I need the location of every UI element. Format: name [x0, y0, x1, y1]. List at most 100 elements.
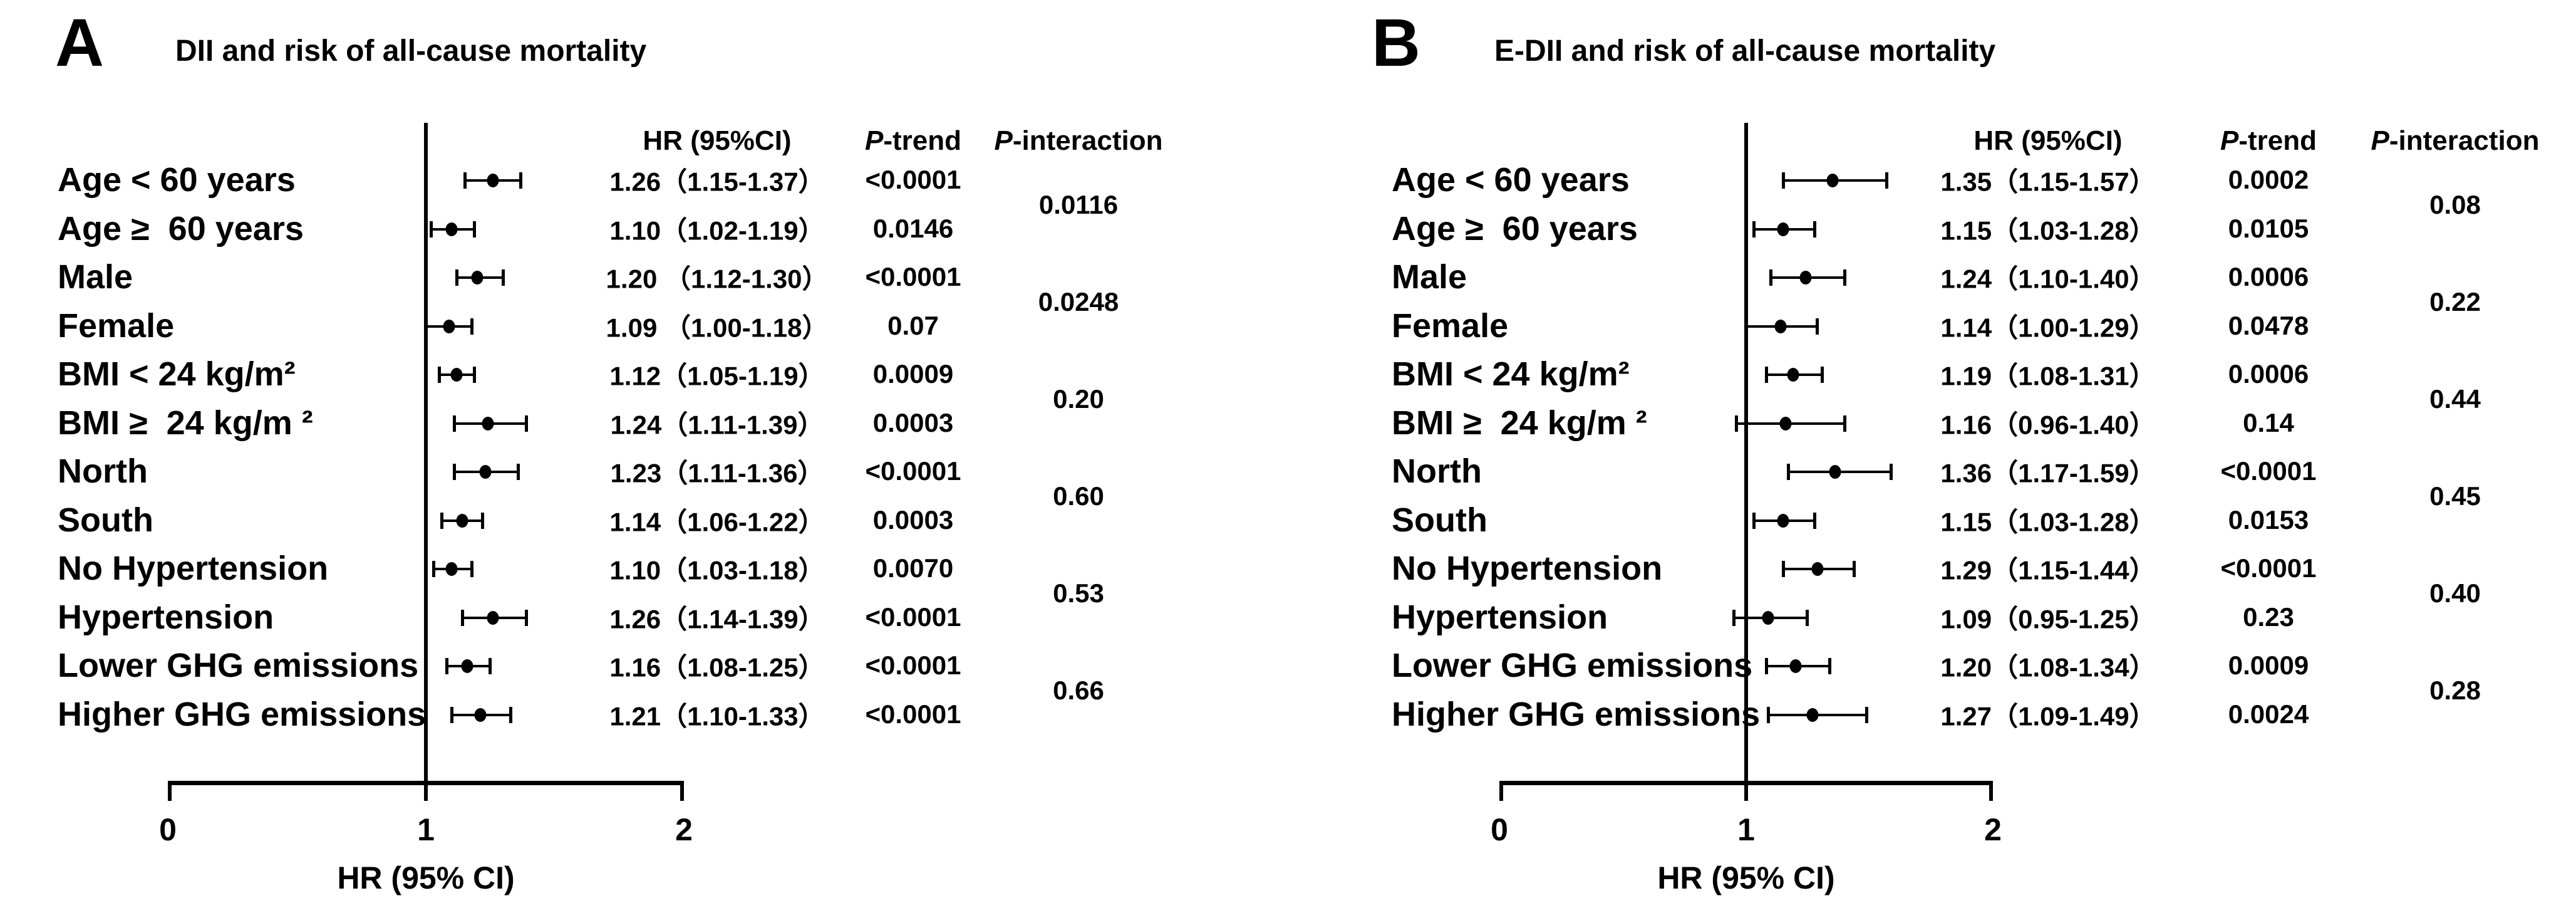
ci-upper-cap: [517, 464, 520, 480]
ci-lower-cap: [1767, 706, 1771, 723]
subgroup-label: BMI ≥ 24 kg/m ²: [1392, 404, 1647, 442]
point-estimate-marker: [1806, 707, 1819, 722]
p-trend-value: 0.0002: [2228, 165, 2309, 195]
subgroup-label: Age ≥ 60 years: [1392, 209, 1638, 248]
ci-upper-cap: [1816, 318, 1819, 335]
ci-upper-cap: [473, 367, 477, 383]
hr-ci-value: 1.14（1.00-1.29）: [1940, 312, 2156, 342]
hr-ci-value: 1.12（1.05-1.19）: [609, 361, 825, 391]
column-header-p-interaction: P-interaction: [995, 125, 1163, 157]
point-estimate-marker: [445, 562, 458, 576]
point-estimate-marker: [1811, 562, 1824, 576]
ci-lower-cap: [445, 658, 448, 674]
ci-upper-cap: [1885, 172, 1888, 189]
subgroup-label: North: [1392, 452, 1482, 490]
point-estimate-marker: [443, 319, 455, 333]
column-header-hr-ci: HR (95%CI): [1973, 125, 2123, 156]
p-trend-value: 0.0009: [872, 359, 954, 389]
point-estimate-marker: [474, 707, 486, 722]
subgroup-label: BMI < 24 kg/m²: [58, 355, 296, 393]
subgroup-label: BMI < 24 kg/m²: [1392, 355, 1630, 393]
ci-upper-cap: [1843, 269, 1846, 286]
point-estimate-marker: [487, 610, 499, 625]
p-trend-value: <0.0001: [2220, 553, 2317, 583]
ci-lower-cap: [460, 609, 464, 626]
hr-ci-value: 1.16（0.96-1.40）: [1940, 409, 2156, 439]
ci-upper-cap: [470, 318, 474, 335]
hr-ci-value: 1.16（1.08-1.25）: [609, 652, 825, 682]
p-trend-value: 0.0006: [2228, 262, 2309, 292]
p-trend-value: <0.0001: [865, 262, 961, 292]
point-estimate-marker: [1777, 513, 1789, 528]
ci-upper-cap: [1828, 658, 1831, 674]
p-interaction-italic-p: P: [2371, 125, 2389, 156]
axis-tick-label-0: 0: [159, 812, 177, 847]
subgroup-label: Age < 60 years: [58, 160, 296, 199]
subgroup-label: BMI ≥ 24 kg/m ²: [58, 404, 313, 442]
panel-title: E-DII and risk of all-cause mortality: [1494, 34, 1996, 68]
ci-upper-cap: [524, 415, 528, 432]
ci-lower-cap: [1764, 367, 1768, 383]
p-trend-italic-p: P: [864, 125, 884, 156]
hr-ci-value: 1.10（1.03-1.18）: [609, 555, 825, 585]
subgroup-label: Lower GHG emissions: [1392, 646, 1753, 684]
ci-upper-cap: [470, 561, 474, 577]
column-header-hr-ci: HR (95%CI): [643, 125, 792, 156]
hr-ci-value: 1.19（1.08-1.31）: [1940, 361, 2156, 391]
subgroup-label: South: [1392, 501, 1487, 539]
axis-tick-label-1: 1: [1737, 812, 1755, 847]
ci-upper-cap: [1843, 415, 1846, 432]
reference-line-hr-1: [424, 123, 428, 783]
hr-ci-value: 1.15（1.03-1.28）: [1940, 215, 2156, 245]
p-trend-value: 0.0478: [2228, 310, 2309, 340]
axis-tick-2: [1989, 781, 1993, 801]
ci-lower-cap: [455, 269, 459, 286]
axis-tick-1: [424, 781, 428, 801]
ci-lower-cap: [1786, 464, 1790, 480]
hr-ci-value: 1.10（1.02-1.19）: [609, 215, 825, 245]
p-interaction-value: 0.08: [2429, 189, 2481, 219]
p-interaction-value: 0.0116: [1038, 189, 1119, 219]
p-trend-value: 0.0070: [872, 553, 954, 583]
point-estimate-marker: [450, 368, 463, 382]
axis-tick-0: [1499, 781, 1503, 801]
ci-upper-cap: [519, 172, 523, 189]
ci-lower-cap: [453, 464, 457, 480]
p-trend-value: 0.0006: [2228, 359, 2309, 389]
hr-ci-value: 1.20（1.08-1.34）: [1940, 652, 2156, 682]
hr-ci-value: 1.29（1.15-1.44）: [1940, 555, 2156, 585]
p-trend-value: 0.07: [887, 310, 939, 340]
p-trend-value: <0.0001: [865, 699, 961, 729]
hr-ci-value: 1.09 （1.00-1.18）: [606, 312, 829, 342]
hr-ci-value: 1.27（1.09-1.49）: [1940, 701, 2156, 731]
column-header-p-interaction: P-interaction: [2371, 125, 2540, 157]
point-estimate-marker: [1779, 416, 1792, 431]
ci-upper-cap: [1865, 706, 1869, 723]
p-trend-value: 0.0105: [2228, 213, 2309, 243]
p-trend-value: 0.0024: [2228, 699, 2309, 729]
p-interaction-value: 0.53: [1053, 578, 1104, 608]
ci-upper-cap: [1813, 512, 1817, 529]
p-trend-value: <0.0001: [2220, 456, 2317, 486]
hr-ci-value: 1.20 （1.12-1.30）: [606, 264, 829, 294]
ci-lower-cap: [1782, 561, 1786, 577]
point-estimate-marker: [1787, 368, 1799, 382]
ci-upper-cap: [488, 658, 492, 674]
p-trend-value: <0.0001: [865, 602, 961, 632]
subgroup-label: No Hypertension: [58, 549, 329, 587]
subgroup-label: Age < 60 years: [1392, 160, 1630, 199]
point-estimate-marker: [456, 513, 468, 528]
subgroup-label: Hypertension: [1392, 598, 1608, 636]
subgroup-label: Female: [1392, 306, 1509, 345]
ci-lower-cap: [437, 367, 441, 383]
subgroup-label: Hypertension: [58, 598, 274, 636]
panel-letter: A: [55, 4, 104, 80]
ci-upper-cap: [1806, 609, 1809, 626]
axis-tick-label-2: 2: [1984, 812, 2002, 847]
ci-lower-cap: [1735, 415, 1739, 432]
ci-lower-cap: [1782, 172, 1786, 189]
axis-tick-2: [680, 781, 684, 801]
p-interaction-value: 0.22: [2429, 286, 2481, 316]
ci-upper-cap: [1890, 464, 1893, 480]
